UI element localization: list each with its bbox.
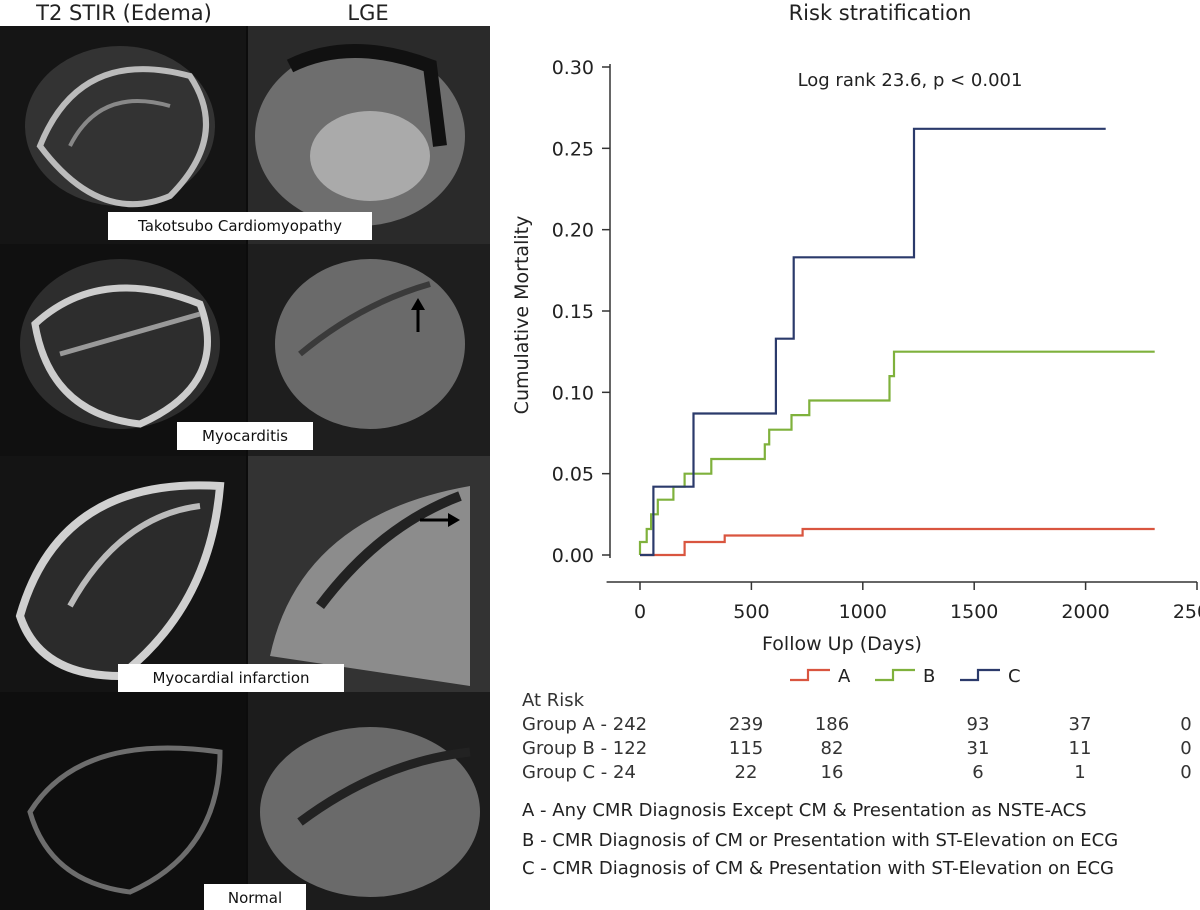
mri-image-takotsubo xyxy=(0,26,490,244)
mri-panel-takotsubo: Takotsubo Cardiomyopathy xyxy=(0,26,490,244)
panel-label-takotsubo: Takotsubo Cardiomyopathy xyxy=(108,212,372,240)
at-risk-value: 0 xyxy=(1180,714,1192,735)
at-risk-value: 115 xyxy=(728,738,764,759)
at-risk-value: 11 xyxy=(1068,738,1092,759)
at-risk-value: 239 xyxy=(728,714,764,735)
legend-description-b: B - CMR Diagnosis of CM or Presentation … xyxy=(522,830,1119,851)
mri-image-infarction xyxy=(0,456,490,692)
at-risk-value: 186 xyxy=(814,714,850,735)
chart-axes: 0.00 0.05 0.10 0.15 0.20 0.25 0.30 0 500 1000 1500… xyxy=(552,57,1200,623)
at-risk-group-label: Group B - 122 xyxy=(522,738,648,759)
mri-panel-normal: Normal xyxy=(0,692,490,910)
chart-legend: A B C xyxy=(790,666,1021,687)
y-tick-label: 0.25 xyxy=(552,138,594,160)
x-tick-label: 1000 xyxy=(839,601,887,623)
legend-swatch-c xyxy=(960,668,1000,682)
lge-header: LGE xyxy=(347,1,389,25)
at-risk-group-label: Group A - 242 xyxy=(522,714,648,735)
legend-description-c: C - CMR Diagnosis of CM & Presentation w… xyxy=(522,858,1115,879)
panel-label-normal: Normal xyxy=(204,884,306,910)
y-tick-label: 0.10 xyxy=(552,382,594,404)
legend-description-a: A - Any CMR Diagnosis Except CM & Presen… xyxy=(522,800,1087,821)
legend-label-a: A xyxy=(838,666,851,687)
at-risk-value: 37 xyxy=(1068,714,1092,735)
at-risk-value: 0 xyxy=(1180,738,1192,759)
series-line-c xyxy=(640,127,1106,557)
log-rank-annotation: Log rank 23.6, p < 0.001 xyxy=(798,70,1023,91)
panel-label-infarction: Myocardial infarction xyxy=(118,664,344,692)
mri-image-myocarditis xyxy=(0,244,490,456)
legend-label-b: B xyxy=(923,666,935,687)
mri-image-normal xyxy=(0,692,490,910)
at-risk-value: 82 xyxy=(820,738,844,759)
y-axis-label: Cumulative Mortality xyxy=(511,216,533,415)
x-tick-label: 2000 xyxy=(1061,601,1109,623)
mri-panel-infarction: Myocardial infarction xyxy=(0,456,490,692)
at-risk-value: 93 xyxy=(966,714,990,735)
at-risk-value: 22 xyxy=(734,762,758,783)
panel-label-myocarditis: Myocarditis xyxy=(177,422,313,450)
x-axis-label: Follow Up (Days) xyxy=(762,633,922,655)
series-line-b xyxy=(638,350,1155,555)
at-risk-title: At Risk xyxy=(522,690,585,711)
x-tick-label: 0 xyxy=(634,601,646,623)
at-risk-value: 6 xyxy=(972,762,984,783)
x-tick-label: 500 xyxy=(733,601,769,623)
t2-stir-header: T2 STIR (Edema) xyxy=(36,1,212,25)
x-tick-label: 1500 xyxy=(950,601,998,623)
at-risk-value: 1 xyxy=(1074,762,1086,783)
legend-swatch-a xyxy=(790,668,830,682)
chart-series xyxy=(638,127,1155,557)
legend-swatch-b xyxy=(875,668,915,682)
y-tick-label: 0.20 xyxy=(552,220,594,242)
at-risk-value: 31 xyxy=(966,738,990,759)
x-tick-label: 2500 xyxy=(1173,601,1200,623)
legend-label-c: C xyxy=(1008,666,1021,687)
y-tick-label: 0.00 xyxy=(552,545,594,567)
series-line-a xyxy=(640,527,1155,557)
mri-panel-myocarditis: Myocarditis xyxy=(0,244,490,456)
at-risk-group-label: Group C - 24 xyxy=(522,762,636,783)
survival-chart: 0.00 0.05 0.10 0.15 0.20 0.25 0.30 0 500 1000 1500… xyxy=(511,57,1200,687)
at-risk-value: 16 xyxy=(820,762,844,783)
chart-title: Risk stratification xyxy=(788,1,972,25)
y-tick-label: 0.05 xyxy=(552,464,594,486)
y-tick-label: 0.30 xyxy=(552,57,594,79)
at-risk-value: 0 xyxy=(1180,762,1192,783)
y-tick-label: 0.15 xyxy=(552,301,594,323)
